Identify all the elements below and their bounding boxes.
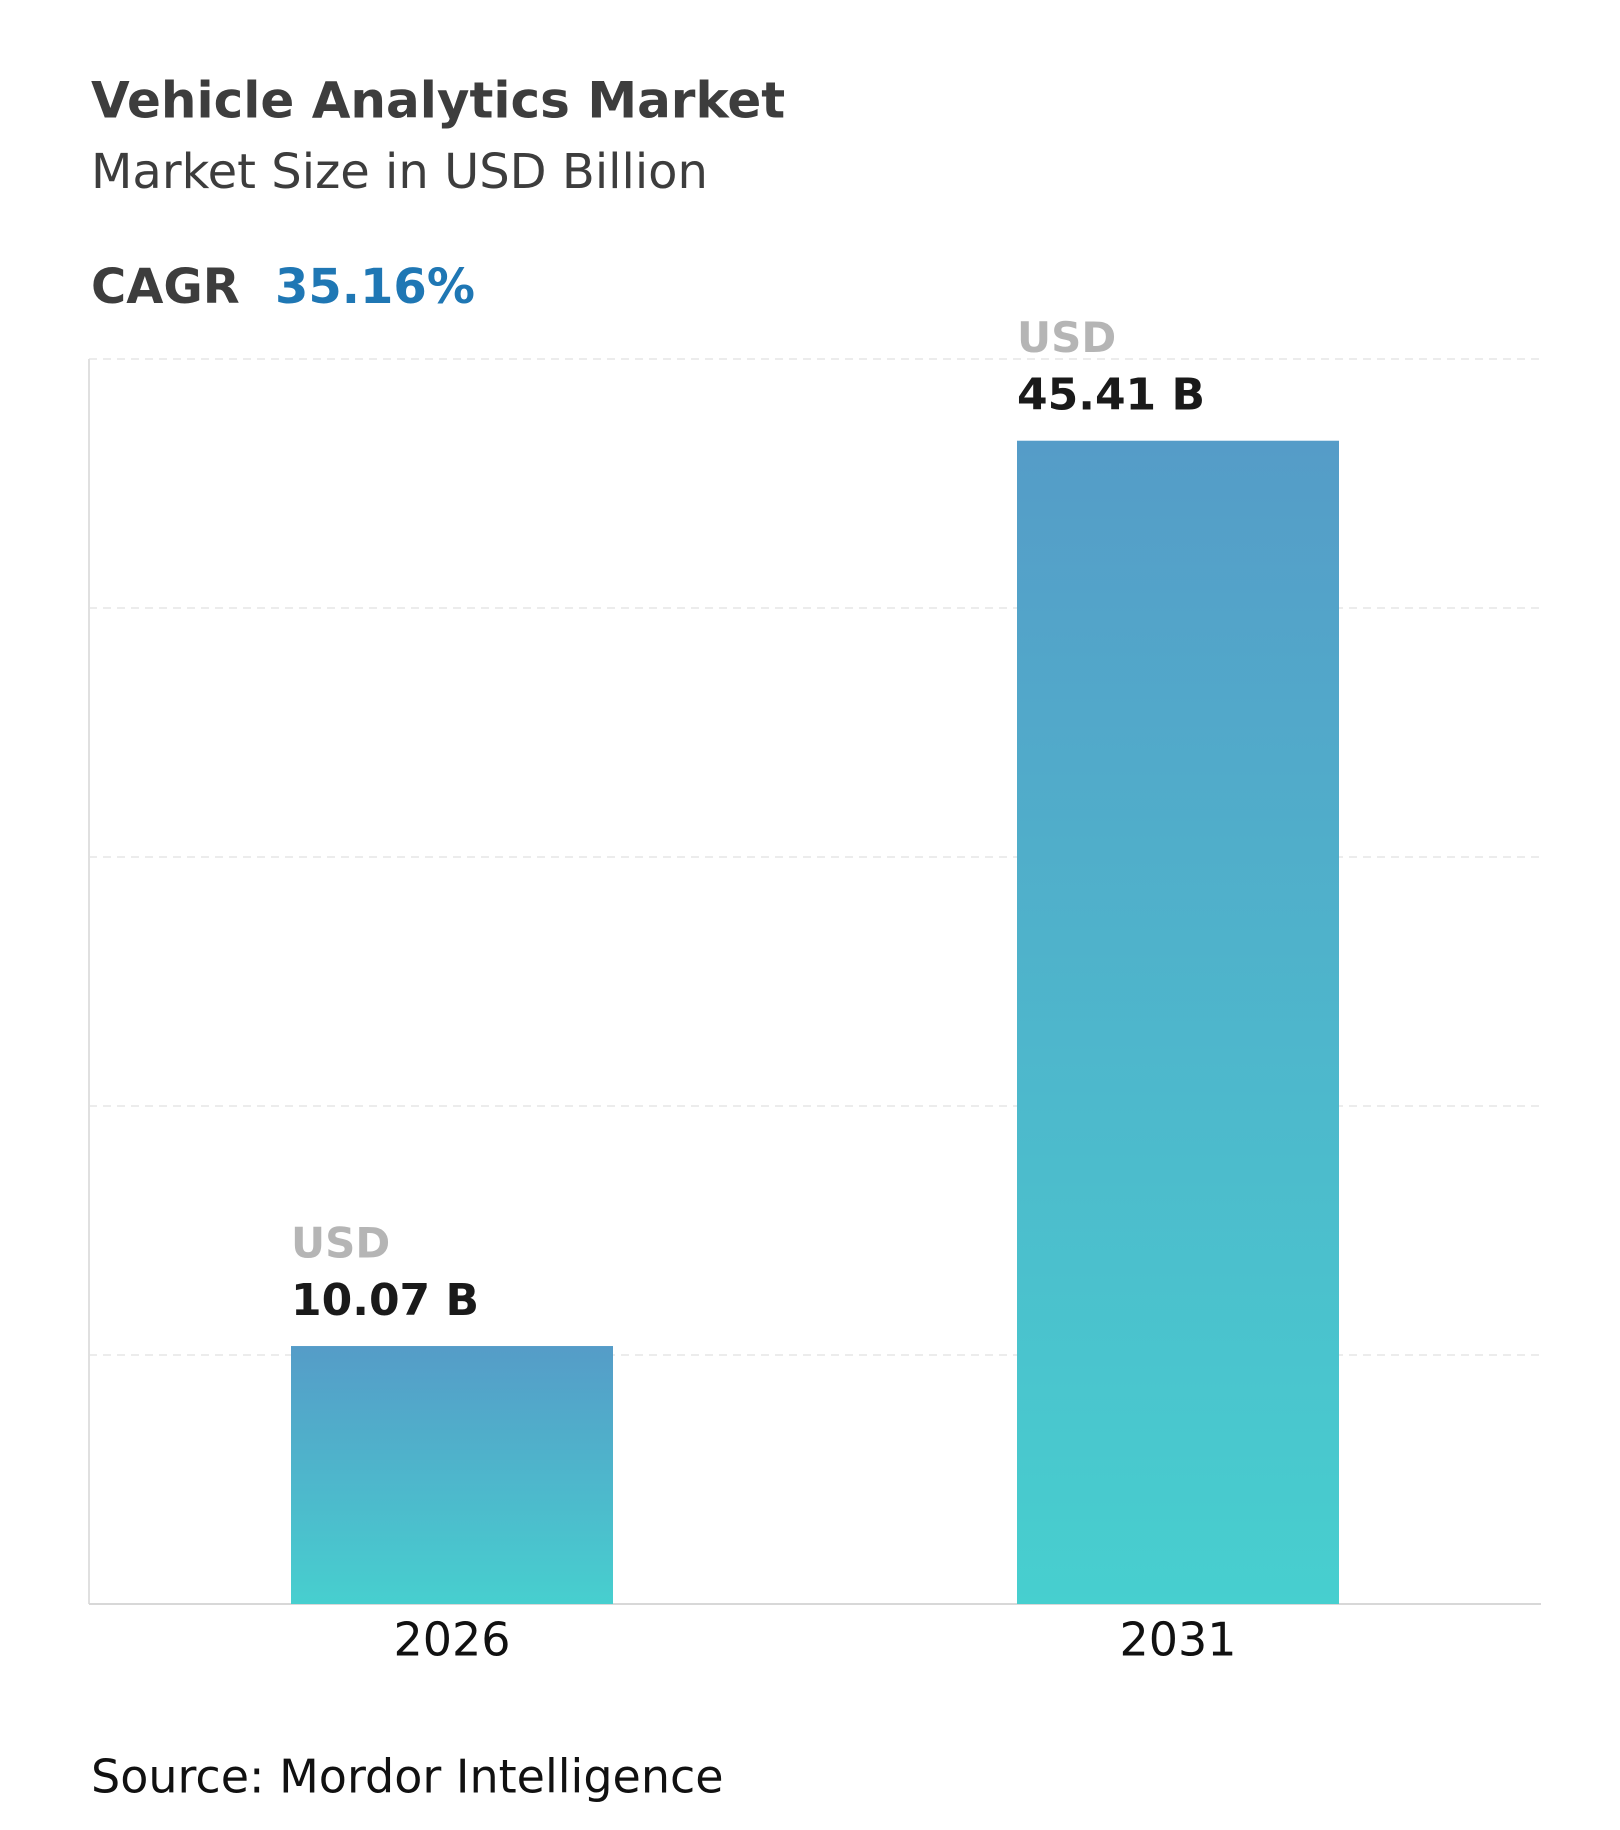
bar (291, 1346, 613, 1604)
value-label: 45.41 B (1017, 370, 1205, 421)
x-tick-label: 2026 (393, 1613, 510, 1667)
cagr-value: 35.16% (275, 259, 475, 315)
source: Source: Mordor Intelligence (91, 1750, 724, 1804)
cagr: CAGR 35.16% (91, 259, 475, 315)
cagr-label: CAGR (91, 259, 240, 315)
value-label-prefix: USD (1017, 313, 1116, 362)
chart-title: Vehicle Analytics Market (91, 72, 785, 130)
chart-subtitle: Market Size in USD Billion (91, 144, 708, 200)
value-label-prefix: USD (291, 1219, 390, 1268)
value-label: 10.07 B (291, 1275, 479, 1326)
x-tick-label: 2031 (1119, 1613, 1236, 1667)
bar (1017, 440, 1339, 1605)
